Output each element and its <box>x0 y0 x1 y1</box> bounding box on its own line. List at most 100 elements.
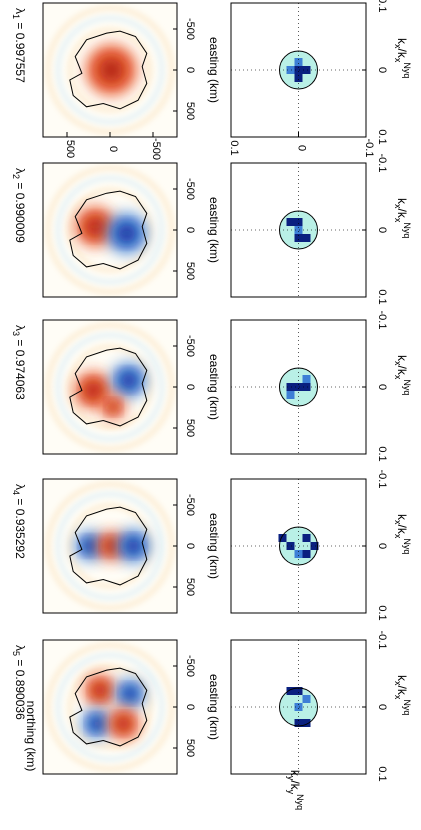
ripple-ring <box>45 322 175 452</box>
spectral-pixel <box>286 391 295 399</box>
x-tick-label: 0 <box>184 543 196 549</box>
spatial-panel-3: λ3 = 0.974063 easting (km) -500 0 500 <box>11 319 221 455</box>
kx-axis-label: kx/kxNyq <box>393 198 412 238</box>
heatmap-lobe-core <box>92 683 108 698</box>
heatmap-lobe-core <box>86 217 105 236</box>
kx-tick-label: 0.1 <box>376 766 388 781</box>
kx-tick-label: 0.1 <box>376 129 388 144</box>
region-outline <box>69 506 148 586</box>
spatial-panel-5: λ5 = 0.890036 easting (km) -500 0 500 <box>11 639 221 775</box>
x-tick-label: 500 <box>184 578 196 596</box>
ripple-ring <box>55 332 165 442</box>
ripple-ring <box>55 15 165 125</box>
spectral-panel-5: kx/kxNyq -0.1 0 0.1 <box>230 631 412 782</box>
x-tick-label: 500 <box>184 102 196 120</box>
kx-tick-label: 0 <box>376 67 388 73</box>
heatmap-lobe-core <box>83 539 97 553</box>
ky-tick-label: 0.1 <box>228 140 240 155</box>
x-tick-label: 0 <box>184 704 196 710</box>
spectral-pixel <box>302 695 311 703</box>
easting-axis-label: easting (km) <box>207 674 221 740</box>
x-tick-label: 0 <box>184 384 196 390</box>
spectral-pixel <box>302 550 311 558</box>
spectral-pixel <box>286 542 295 550</box>
spectral-pixel <box>302 66 311 74</box>
x-tick-label: 500 <box>184 262 196 280</box>
heatmap-lobe-core <box>117 224 136 243</box>
heatmap-lobe-core <box>104 539 118 553</box>
heatmap-lobe-core <box>90 717 104 731</box>
ripple-ring <box>45 165 175 295</box>
ripple-ring <box>45 642 175 772</box>
heatmap-lobe-core <box>116 716 131 731</box>
kx-tick-label: -0.1 <box>376 0 388 12</box>
spectral-pixel <box>286 383 295 391</box>
spectral-pixel <box>294 218 303 226</box>
spectral-pixel <box>294 66 303 74</box>
ripple-ring <box>67 344 153 430</box>
y-tick-label: 0 <box>107 146 119 152</box>
easting-axis-label: easting (km) <box>207 354 221 420</box>
spectral-pixel <box>294 383 303 391</box>
eigenvalue-label: λ2 = 0.990009 <box>11 168 27 243</box>
kx-tick-label: 0 <box>376 227 388 233</box>
spectral-pixel <box>294 703 303 711</box>
easting-axis-label: easting (km) <box>207 513 221 579</box>
y-tick-label: 500 <box>64 140 76 158</box>
spectral-pixel <box>294 234 303 242</box>
y-tick-label: -500 <box>150 138 162 160</box>
kx-tick-label: -0.1 <box>376 311 388 330</box>
eigenvalue-label: λ3 = 0.974063 <box>11 325 27 400</box>
region-outline <box>69 667 148 747</box>
x-tick-label: -500 <box>184 335 196 357</box>
region-outline <box>69 30 148 110</box>
eigenvalue-label: λ4 = 0.935292 <box>11 484 27 559</box>
spectral-pixel <box>286 687 295 695</box>
spectral-pixel <box>294 550 303 558</box>
kx-tick-label: -0.1 <box>376 470 388 489</box>
kx-tick-label: 0 <box>376 704 388 710</box>
x-tick-label: -500 <box>184 178 196 200</box>
ripple-ring <box>55 652 165 762</box>
spatial-panel-1: λ1 = 0.997557 easting (km) -500 0 500 500 0 -50… <box>11 2 221 160</box>
spectral-pixel <box>302 375 311 383</box>
ripple-ring <box>45 481 175 611</box>
kx-axis-label: kx/kxNyq <box>393 355 412 395</box>
spatial-panel-2: λ2 = 0.990009 easting (km) -500 0 500 <box>11 162 221 298</box>
x-tick-label: -500 <box>184 494 196 516</box>
spatial-panel-4: λ4 = 0.935292 easting (km) -500 0 500 <box>11 478 221 614</box>
kx-axis-label: kx/kxNyq <box>393 675 412 715</box>
spectral-pixel <box>294 226 303 234</box>
kx-tick-label: 0.1 <box>376 605 388 620</box>
ky-axis-label: ky/kyNyq <box>286 770 305 810</box>
kx-axis-label: kx/kxNyq <box>393 38 412 78</box>
easting-axis-label: easting (km) <box>207 197 221 263</box>
heatmap-lobe-core <box>84 381 102 399</box>
ripple-ring <box>55 491 165 601</box>
spectral-pixel <box>294 58 303 66</box>
spectral-pixel <box>286 66 295 74</box>
spectral-panel-2: kx/kxNyq -0.1 0 0.1 <box>230 154 412 305</box>
ripple-ring <box>55 175 165 285</box>
heatmap-lobe-core <box>125 538 141 554</box>
ripple-ring <box>67 664 153 750</box>
x-tick-label: -500 <box>184 18 196 40</box>
spectral-pixel <box>294 719 303 727</box>
kx-tick-label: 0.1 <box>376 289 388 304</box>
kx-tick-label: 0.1 <box>376 446 388 461</box>
spectral-pixel <box>302 534 311 542</box>
kx-tick-label: 0 <box>376 384 388 390</box>
spectral-pixel <box>278 534 287 542</box>
northing-axis-label: northing (km) <box>24 701 38 772</box>
easting-axis-label: easting (km) <box>207 37 221 103</box>
kx-tick-label: -0.1 <box>376 154 388 173</box>
spectral-pixel <box>302 234 311 242</box>
region-outline <box>69 190 148 270</box>
spectral-pixel <box>302 383 311 391</box>
ripple-ring <box>67 187 153 273</box>
spectral-pixel <box>294 687 303 695</box>
x-tick-label: 500 <box>184 419 196 437</box>
spectral-pixel <box>302 719 311 727</box>
ripple-ring <box>67 27 153 113</box>
